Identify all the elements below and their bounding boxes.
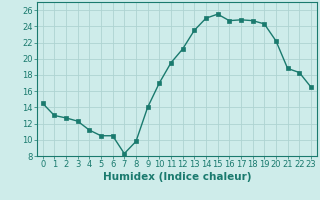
X-axis label: Humidex (Indice chaleur): Humidex (Indice chaleur) (102, 172, 251, 182)
